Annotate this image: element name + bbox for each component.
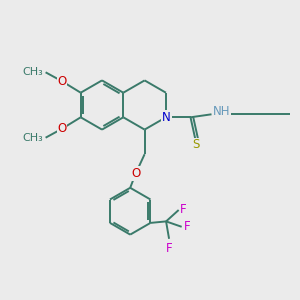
Text: N: N <box>162 111 171 124</box>
Text: CH₃: CH₃ <box>22 67 43 77</box>
Text: S: S <box>192 138 200 152</box>
Text: O: O <box>58 75 67 88</box>
Text: F: F <box>166 242 172 255</box>
Text: O: O <box>58 122 67 135</box>
Text: CH₃: CH₃ <box>22 133 43 143</box>
Text: NH: NH <box>213 105 230 119</box>
Text: F: F <box>180 203 187 216</box>
Text: F: F <box>184 220 190 233</box>
Text: O: O <box>131 167 140 180</box>
